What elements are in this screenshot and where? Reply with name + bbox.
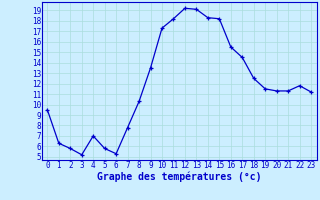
X-axis label: Graphe des températures (°c): Graphe des températures (°c) [97,171,261,182]
